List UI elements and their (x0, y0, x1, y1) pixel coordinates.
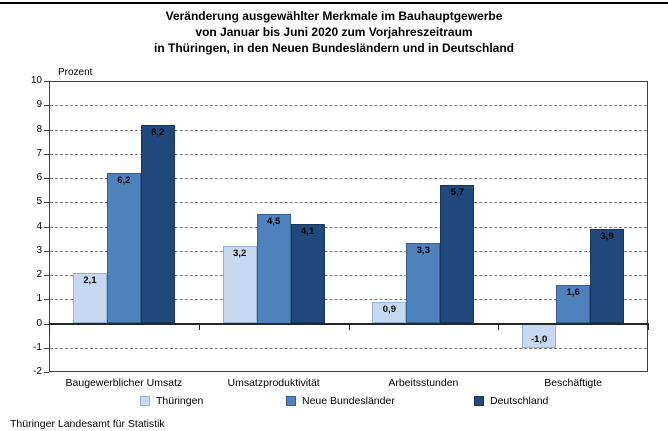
y-tick-mark-5 (44, 202, 49, 204)
gridline-3 (50, 250, 647, 252)
y-tick-label-7: 7 (36, 147, 42, 159)
legend-swatch-thuringen (140, 395, 150, 406)
bar-value-label: 4,5 (267, 216, 281, 228)
bar-thuringen-baugewerblicher-umsatz (72, 272, 107, 324)
bar-value-label: 8,2 (151, 126, 165, 138)
y-tick-mark-0 (44, 323, 49, 325)
bar-deutschland-beschaftigte (590, 228, 625, 324)
category-label-arbeitsstunden: Arbeitsstunden (388, 377, 459, 389)
y-tick-mark-8 (44, 129, 49, 131)
bar-value-label: 0,9 (382, 303, 396, 315)
bar-thuringen-umsatzproduktivitat (222, 245, 257, 324)
y-tick-mark-1 (44, 299, 49, 301)
x-axis-tick-3 (498, 322, 500, 330)
y-tick-mark--1 (44, 347, 49, 349)
bar-value-label: 3,3 (416, 245, 430, 257)
legend-swatch-neue-bundeslander (286, 395, 296, 406)
gridline-9 (50, 105, 647, 107)
x-axis-tick-1 (198, 322, 200, 330)
bar-deutschland-baugewerblicher-umsatz (140, 124, 175, 324)
bar-neue-bundeslander-baugewerblicher-umsatz (106, 173, 141, 324)
y-tick-label-5: 5 (36, 196, 42, 208)
x-axis-tick-0 (49, 322, 50, 330)
y-tick-mark-6 (44, 178, 49, 179)
y-tick-mark-9 (44, 105, 49, 107)
y-tick-label-8: 8 (36, 123, 42, 135)
bar-neue-bundeslander-arbeitsstunden (406, 243, 441, 324)
y-tick-mark-2 (44, 275, 49, 276)
gridline-7 (50, 153, 647, 155)
bar-value-label: 4,1 (301, 226, 315, 238)
y-tick-label-9: 9 (36, 99, 42, 111)
legend-item-thuringen: Thüringen (140, 394, 203, 407)
y-tick-label-0: 0 (36, 317, 42, 329)
bar-value-label: 3,2 (233, 247, 247, 259)
y-axis-unit-label: Prozent (58, 67, 93, 78)
gridline-1 (50, 299, 647, 301)
source-attribution: Thüringer Landesamt für Statistik (10, 418, 165, 430)
y-tick-label-2: 2 (36, 269, 42, 280)
gridline--1 (50, 347, 647, 349)
chart-title: Veränderung ausgewählter Merkmale im Bau… (0, 8, 668, 56)
y-tick-label--1: -1 (33, 341, 42, 353)
legend-label-thuringen: Thüringen (156, 394, 204, 407)
bar-neue-bundeslander-beschaftigte (556, 284, 591, 324)
bar-deutschland-umsatzproduktivitat (290, 224, 325, 324)
bar-value-label: 3,9 (600, 230, 614, 242)
legend-swatch-deutschland (474, 395, 484, 406)
x-axis-tick-4 (648, 322, 649, 330)
legend-item-deutschland: Deutschland (474, 394, 548, 407)
x-axis-tick-2 (348, 322, 350, 330)
gridline-4 (50, 226, 647, 228)
gridline-5 (50, 202, 647, 204)
bar-neue-bundeslander-umsatzproduktivitat (256, 214, 291, 324)
y-tick-mark-7 (44, 153, 49, 155)
bar-value-label: 5,7 (450, 187, 464, 199)
y-tick-label--2: -2 (33, 366, 42, 377)
y-tick-mark-10 (44, 81, 49, 82)
gridline-2 (50, 275, 647, 276)
chart-title-line-1: Veränderung ausgewählter Merkmale im Bau… (165, 9, 503, 23)
chart-title-line-3: in Thüringen, in den Neuen Bundesländern… (153, 41, 514, 55)
bar-value-label: -1,0 (530, 333, 548, 345)
legend-label-neue-bundeslander: Neue Bundesländer (302, 394, 395, 407)
legend-label-deutschland: Deutschland (490, 394, 549, 407)
y-tick-label-3: 3 (36, 244, 42, 256)
bar-value-label: 2,1 (83, 274, 97, 286)
y-tick-mark-4 (44, 226, 49, 228)
y-tick-label-6: 6 (36, 172, 42, 183)
category-label-umsatzproduktivitat: Umsatzproduktivität (227, 377, 320, 389)
y-tick-mark--2 (44, 372, 49, 373)
bar-value-label: 1,6 (566, 286, 580, 298)
legend-item-neue-bundeslander: Neue Bundesländer (286, 394, 395, 407)
gridline-6 (50, 178, 647, 179)
category-label-beschaftigte: Beschäftigte (544, 377, 603, 389)
y-tick-mark-3 (44, 250, 49, 252)
y-tick-label-1: 1 (36, 293, 42, 305)
bar-deutschland-arbeitsstunden (440, 185, 475, 324)
gridline-8 (50, 129, 647, 131)
top-rule (0, 2, 668, 4)
category-label-baugewerblicher-umsatz: Baugewerblicher Umsatz (65, 377, 183, 389)
y-tick-label-4: 4 (36, 220, 42, 232)
chart-title-line-2: von Januar bis Juni 2020 zum Vorjahresze… (195, 25, 473, 39)
y-tick-label-10: 10 (30, 75, 42, 86)
bar-value-label: 6,2 (117, 175, 131, 187)
